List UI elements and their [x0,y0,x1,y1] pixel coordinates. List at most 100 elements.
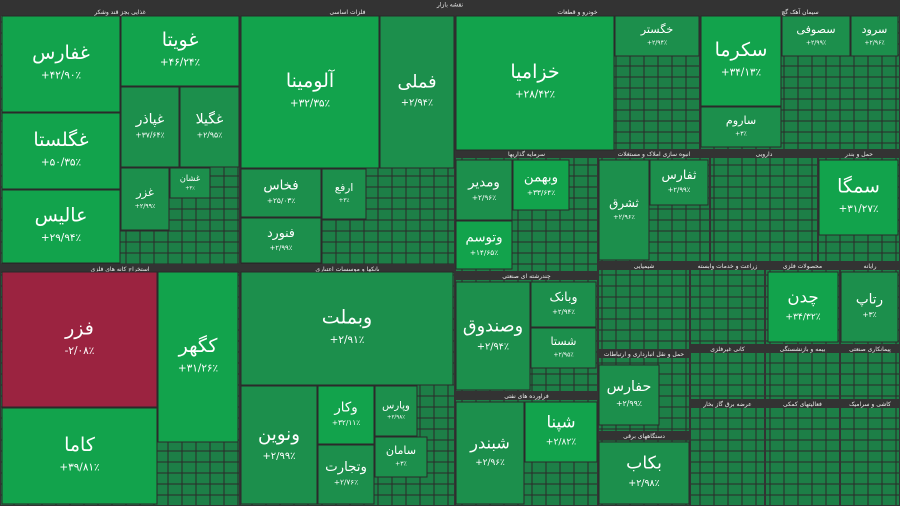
tile[interactable] [614,15,700,57]
tile-change: +۳٪ [862,310,876,319]
tile[interactable] [840,271,899,343]
sector-name: زراعت و خدمات وابسته [698,263,758,270]
tile[interactable] [1,15,121,113]
tile[interactable] [598,441,690,505]
tile-name: فخاس [263,179,298,194]
tile[interactable] [240,168,322,218]
tile[interactable] [1,271,158,408]
tile[interactable] [317,444,375,505]
tile-change: +۲/۹۶٪ [475,458,505,468]
tile[interactable] [649,159,709,206]
tile-name: سصوفی [796,23,835,36]
tile-name: عالیس [35,205,88,227]
tile-change: +۲/۹۹٪ [270,244,293,252]
tile[interactable] [818,159,899,236]
tile-name: کاما [64,434,96,456]
tile[interactable] [455,159,513,221]
tile-change: +۲/۹۶٪ [864,40,884,47]
tile-change: +۲/۹۴٪ [552,308,575,316]
tile[interactable] [157,271,239,443]
tile-change: +۲/۹۱٪ [330,334,365,346]
tile-name: شستا [551,335,577,348]
tile-name: غزر [135,185,154,200]
tile[interactable] [598,364,660,426]
tile-name: وپارس [382,401,410,412]
tile[interactable] [169,167,211,199]
tile[interactable] [379,15,455,169]
tile[interactable] [455,281,531,391]
tile-name: بکاب [626,454,662,474]
tile[interactable] [455,401,525,505]
sector-name: کانی غیرفلزی [710,346,745,353]
tile-change: +۲/۹۶٪ [472,193,496,202]
tile-change: +۳٪ [185,186,195,192]
sector-name: سیمان آهک گچ [781,7,818,16]
tile[interactable] [455,15,615,151]
tile[interactable] [321,168,367,220]
tile[interactable] [120,86,180,168]
tile[interactable] [455,220,513,270]
tile-change: +۲/۹۴٪ [647,40,667,47]
tile-name: غپاذر [135,111,164,127]
tile-name: ونوین [258,424,300,445]
sector-name: دارویی [756,151,773,158]
tile[interactable] [530,281,597,328]
tile[interactable] [374,385,418,437]
tile[interactable] [317,385,375,445]
tile-name: حفارس [607,379,652,395]
tile-name: غگیلا [196,110,224,127]
tile-change: +۲/۹۵٪ [197,130,223,139]
sector-body [841,353,899,399]
tile[interactable] [374,436,428,478]
tile-name: غفارس [32,42,90,64]
tile[interactable] [512,159,570,211]
tile-name: فملی [397,72,436,92]
tile-change: +۳۴/۳۲٪ [785,312,820,323]
tile[interactable] [530,327,597,369]
map-title: نقشه بازار [436,2,463,9]
tile-name: وبملت [322,307,372,329]
tile-name: فنورد [267,225,295,241]
tile-name: وصندوق [463,316,523,336]
tile-name: شبندر [469,434,510,454]
tile-change: +۲/۹۹٪ [135,203,156,210]
tile[interactable] [120,15,240,87]
sector-name: کاشی و سرامیک [849,401,891,408]
tile-change: +۳۷/۶۴٪ [135,130,164,139]
tile-name: ومدیر [467,176,500,191]
tile[interactable] [240,217,322,264]
tile[interactable] [1,112,121,190]
sector-body [711,158,817,261]
tile-change: +۲/۹۸٪ [628,478,659,489]
tile-name: فزر [64,318,94,340]
sector-name: بیمه و بازنشستگی [780,345,826,353]
tile[interactable] [1,407,158,505]
tile-name: ثفارس [662,167,697,183]
tile[interactable] [240,385,318,505]
tile-change: +۲/۹۴٪ [477,342,509,353]
sector-name: شیمیایی [634,263,655,270]
sector-body [766,408,839,505]
tile-change: +۴۲/۹۰٪ [41,69,81,81]
sector-body [691,353,764,399]
tile-name: خگستر [640,23,674,36]
sector-name: پیمانکاری صنعتی [849,346,891,353]
tile[interactable] [598,159,650,261]
sector-body [691,270,764,344]
sector-body [691,408,764,505]
sector-name: دستگاههای برقی [623,432,665,440]
tile[interactable] [700,106,782,148]
tile[interactable] [120,167,170,231]
tile[interactable] [1,189,121,264]
tile[interactable] [850,15,899,57]
tile[interactable] [767,271,839,343]
tile[interactable] [240,271,454,386]
tile[interactable] [781,15,851,57]
sector-name: خودرو و قطعات [557,9,597,16]
tile[interactable] [700,15,782,107]
tile-change: +۲/۹۸٪ [387,415,405,421]
tile[interactable] [179,86,240,168]
tile[interactable] [240,15,380,169]
tile[interactable] [524,401,598,463]
tile-change: +۲/۷۶٪ [334,478,358,487]
